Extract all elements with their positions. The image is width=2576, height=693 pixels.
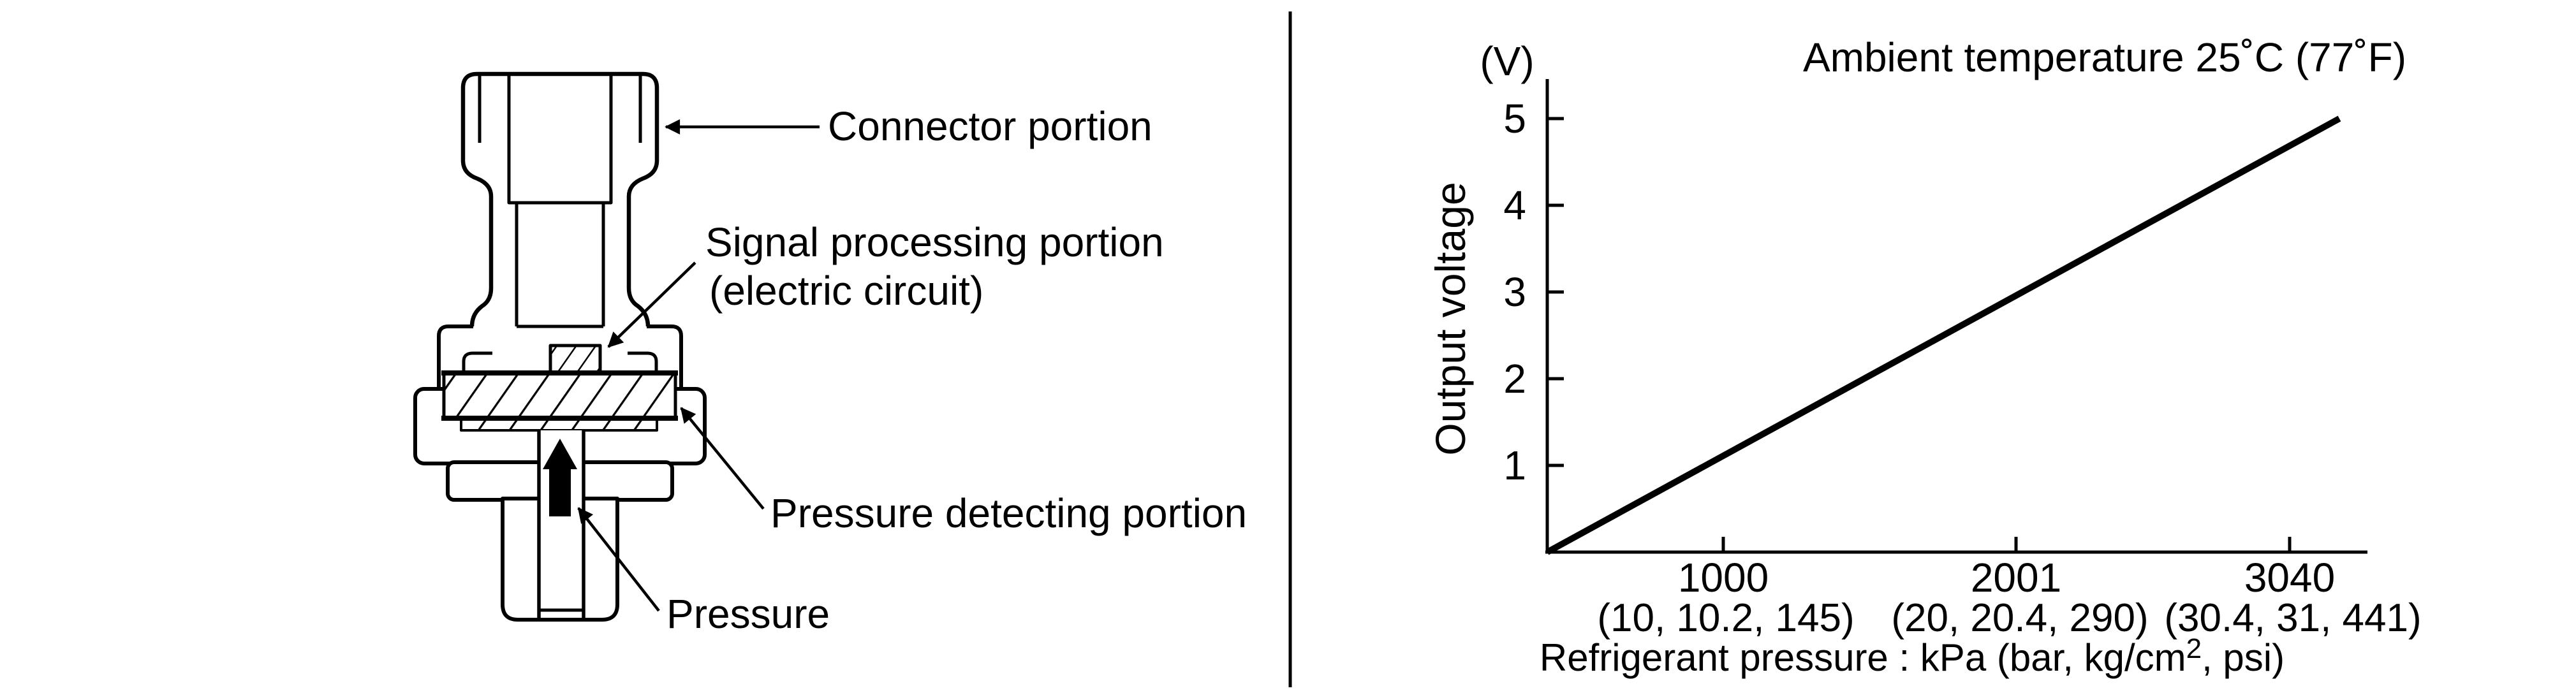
x-sub-label-3: (30.4, 31, 441) <box>2164 596 2421 640</box>
detecting-leader-arrow <box>680 407 765 510</box>
signal-processing-element <box>548 344 602 376</box>
band-lower-strip <box>460 417 658 432</box>
chart-title: Ambient temperature 25˚C (77˚F) <box>1803 34 2406 80</box>
signal-label-line1: Signal processing portion <box>705 219 1164 265</box>
connector-label: Connector portion <box>828 103 1152 149</box>
band-hatch <box>442 371 677 420</box>
sensor-labels: Connector portion Signal processing port… <box>666 103 1247 637</box>
x-tick-label-1000: 1000 <box>1678 555 1769 601</box>
x-sub-label-1: (10, 10.2, 145) <box>1597 596 1854 640</box>
y-tick-labels: 5 4 3 2 1 <box>1503 96 1526 488</box>
detecting-label: Pressure detecting portion <box>770 490 1247 536</box>
voltage-line <box>1545 115 2341 555</box>
signal-leader-arrow <box>607 261 696 348</box>
cap-left-inner-step <box>462 351 492 390</box>
x-axis-title-sup: 2 <box>2186 633 2202 664</box>
cap-right-inner-step <box>628 351 658 390</box>
y-tick-label-5: 5 <box>1503 96 1526 142</box>
cap-left-ledge <box>437 325 473 390</box>
y-axis-title: Output voltage <box>1427 182 1474 455</box>
pressure-flow-arrow <box>543 439 577 516</box>
x-tick-labels: 1000 2001 3040 <box>1678 555 2335 601</box>
pressure-leader-arrow <box>577 507 660 612</box>
signal-label-line2: (electric circuit) <box>709 268 983 314</box>
x-axis-title-main: Refrigerant pressure : kPa (bar, kg/cm <box>1540 636 2186 679</box>
output-voltage-chart: Ambient temperature 25˚C (77˚F) (V) Outp… <box>1427 34 2422 679</box>
connector-inner-lines <box>478 76 642 328</box>
connector-outline <box>460 71 659 327</box>
pressure-detecting-band <box>441 370 678 432</box>
y-tick-label-3: 3 <box>1503 269 1526 315</box>
sensor-cap-tier <box>437 325 683 390</box>
x-sub-label-2: (20, 20.4, 290) <box>1891 596 2148 640</box>
leader-arrows <box>577 119 820 612</box>
y-tick-label-2: 2 <box>1503 356 1526 402</box>
pressure-arrow-head <box>543 439 577 469</box>
x-tick-label-2001: 2001 <box>1971 555 2061 601</box>
chart-axes <box>1545 79 2367 554</box>
x-tick-label-3040: 3040 <box>2244 555 2335 601</box>
y-tick-label-1: 1 <box>1503 442 1526 488</box>
x-sub-labels: (10, 10.2, 145) (20, 20.4, 290) (30.4, 3… <box>1597 596 2421 640</box>
y-tick-label-4: 4 <box>1503 182 1526 228</box>
sensor-diagram: Connector portion Signal processing port… <box>413 71 1247 637</box>
x-axis-title-end: , psi) <box>2202 636 2285 679</box>
y-axis-unit: (V) <box>1480 38 1534 84</box>
connector-cavity <box>507 76 613 205</box>
sensor-connector <box>460 71 659 328</box>
pressure-label: Pressure <box>666 591 830 637</box>
cap-right-ledge <box>647 325 683 390</box>
pressure-arrow-shaft <box>549 468 571 516</box>
x-axis-title: Refrigerant pressure : kPa (bar, kg/cm2,… <box>1540 633 2285 679</box>
